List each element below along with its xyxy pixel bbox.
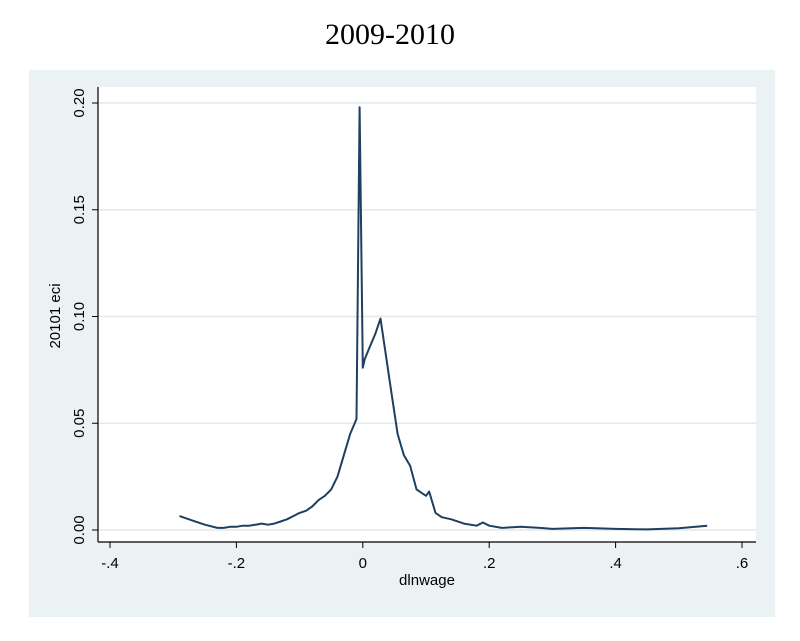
y-tick-label: 0.10 [71,302,88,331]
x-tick-label: .4 [609,555,622,572]
x-tick-label: -.4 [101,555,119,572]
axes [97,87,756,543]
plot-area [98,87,756,542]
x-axis-label: dlnwage [399,572,455,589]
x-tick-label: -.2 [228,555,246,572]
y-tick-label: 0.20 [71,88,88,117]
x-tick-label: .2 [483,555,496,572]
x-tick-label: 0 [359,555,367,572]
y-axis-label: 20101 eci [47,283,64,348]
y-tick-label: 0.15 [71,195,88,224]
chart-title: 2009-2010 [325,18,455,51]
gridlines [98,102,756,531]
x-tick-label: .6 [736,555,749,572]
y-tick-label: 0.05 [71,409,88,438]
series-line [179,106,708,531]
ticks: 0.00 0.05 0.10 0.15 0.20 -.4 -.2 0 .2 .4 .6 [71,88,748,572]
y-tick-label: 0.00 [71,515,88,544]
